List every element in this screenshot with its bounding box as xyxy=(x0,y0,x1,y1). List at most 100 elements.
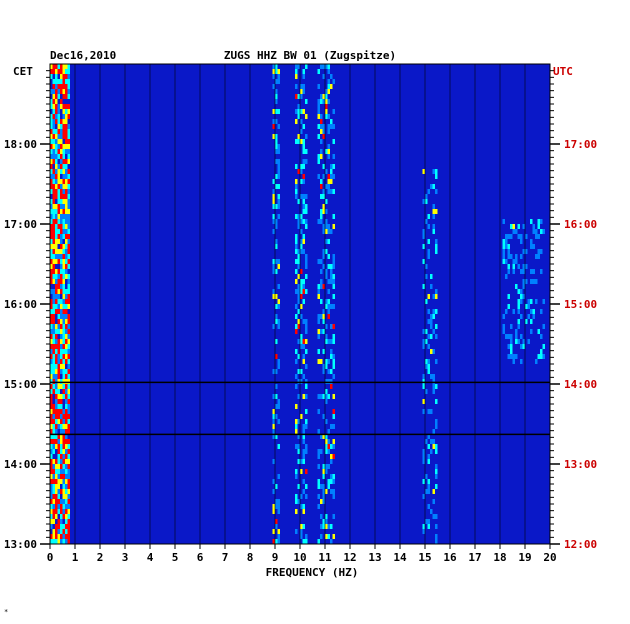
spectrogram-cell xyxy=(325,114,328,119)
spectrogram-cell xyxy=(322,329,325,334)
spectrogram-cell xyxy=(62,459,65,464)
spectrogram-cell xyxy=(52,449,55,454)
spectrogram-cell xyxy=(505,309,508,314)
spectrogram-cell xyxy=(65,359,68,364)
spectrogram-cell xyxy=(430,334,433,339)
spectrogram-cell xyxy=(52,444,55,449)
spectrogram-cell xyxy=(520,344,523,349)
spectrogram-cell xyxy=(432,309,435,314)
spectrogram-cell xyxy=(295,84,298,89)
spectrogram-cell xyxy=(295,194,298,199)
spectrogram-cell xyxy=(295,64,298,69)
spectrogram-cell xyxy=(322,94,325,99)
spectrogram-cell xyxy=(55,84,58,89)
spectrogram-cell xyxy=(305,364,308,369)
spectrogram-cell xyxy=(327,264,330,269)
spectrogram-cell xyxy=(52,104,55,109)
spectrogram-cell xyxy=(430,274,433,279)
spectrogram-cell xyxy=(277,499,280,504)
spectrogram-cell xyxy=(65,429,68,434)
spectrogram-cell xyxy=(62,204,65,209)
spectrogram-cell xyxy=(507,344,510,349)
spectrogram-cell xyxy=(57,234,60,239)
spectrogram-cell xyxy=(57,69,60,74)
spectrogram-cell xyxy=(62,449,65,454)
spectrogram-cell xyxy=(60,74,63,79)
spectrogram-cell xyxy=(302,174,305,179)
spectrogram-cell xyxy=(300,129,303,134)
spectrogram-cell xyxy=(57,399,60,404)
spectrogram-cell xyxy=(502,329,505,334)
spectrogram-cell xyxy=(530,279,533,284)
spectrogram-cell xyxy=(427,504,430,509)
spectrogram-cell xyxy=(327,239,330,244)
spectrogram-cell xyxy=(330,164,333,169)
spectrogram-cell xyxy=(517,264,520,269)
spectrogram-cell xyxy=(327,534,330,539)
spectrogram-cell xyxy=(300,89,303,94)
spectrogram-cell xyxy=(62,244,65,249)
spectrogram-cell xyxy=(322,464,325,469)
spectrogram-cell xyxy=(302,424,305,429)
x-tick-label: 8 xyxy=(247,551,254,564)
spectrogram-cell xyxy=(272,119,275,124)
spectrogram-cell xyxy=(65,524,68,529)
spectrogram-cell xyxy=(432,429,435,434)
spectrogram-cell xyxy=(62,124,65,129)
spectrogram-cell xyxy=(57,469,60,474)
spectrogram-cell xyxy=(57,144,60,149)
spectrogram-cell xyxy=(297,339,300,344)
spectrogram-cell xyxy=(322,519,325,524)
right-tick-label: 17:00 xyxy=(564,138,597,151)
spectrogram-cell xyxy=(330,324,333,329)
spectrogram-cell xyxy=(275,64,278,69)
spectrogram-cell xyxy=(432,444,435,449)
spectrogram-cell xyxy=(67,174,70,179)
spectrogram-cell xyxy=(517,299,520,304)
spectrogram-cell xyxy=(50,509,53,514)
spectrogram-cell xyxy=(57,259,60,264)
spectrogram-cell xyxy=(67,469,70,474)
spectrogram-cell xyxy=(522,279,525,284)
spectrogram-cell xyxy=(57,124,60,129)
spectrogram-cell xyxy=(515,329,518,334)
spectrogram-cell xyxy=(57,84,60,89)
spectrogram-cell xyxy=(55,334,58,339)
spectrogram-cell xyxy=(65,369,68,374)
spectrogram-cell xyxy=(507,264,510,269)
spectrogram-cell xyxy=(325,99,328,104)
spectrogram-cell xyxy=(302,249,305,254)
spectrogram-cell xyxy=(525,304,528,309)
spectrogram-cell xyxy=(502,239,505,244)
spectrogram-cell xyxy=(302,434,305,439)
spectrogram-cell xyxy=(325,239,328,244)
spectrogram-cell xyxy=(62,434,65,439)
spectrogram-cell xyxy=(62,199,65,204)
spectrogram-cell xyxy=(317,84,320,89)
spectrogram-cell xyxy=(55,109,58,114)
spectrogram-cell xyxy=(327,369,330,374)
spectrogram-cell xyxy=(65,449,68,454)
spectrogram-cell xyxy=(65,384,68,389)
spectrogram-cell xyxy=(57,459,60,464)
spectrogram-cell xyxy=(57,119,60,124)
spectrogram-cell xyxy=(317,349,320,354)
spectrogram-cell xyxy=(52,139,55,144)
spectrogram-cell xyxy=(325,64,328,69)
spectrogram-cell xyxy=(67,134,70,139)
spectrogram-cell xyxy=(65,264,68,269)
spectrogram-cell xyxy=(300,229,303,234)
spectrogram-cell xyxy=(507,244,510,249)
spectrogram-cell xyxy=(322,474,325,479)
spectrogram-cell xyxy=(55,389,58,394)
spectrogram-cell xyxy=(295,329,298,334)
spectrogram-cell xyxy=(67,69,70,74)
spectrogram-cell xyxy=(425,389,428,394)
spectrogram-cell xyxy=(62,424,65,429)
spectrogram-cell xyxy=(55,174,58,179)
spectrogram-cell xyxy=(62,509,65,514)
spectrogram-cell xyxy=(52,229,55,234)
spectrogram-cell xyxy=(425,474,428,479)
spectrogram-cell xyxy=(322,254,325,259)
spectrogram-cell xyxy=(530,244,533,249)
